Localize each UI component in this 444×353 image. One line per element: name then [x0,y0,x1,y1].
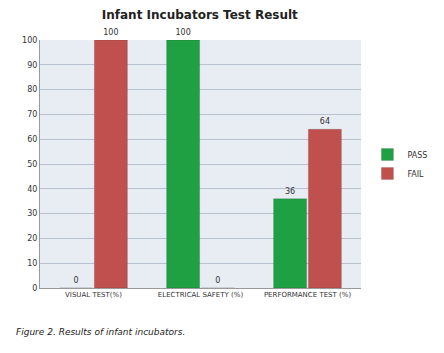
svg-text:Figure 2. Results of infant in: Figure 2. Results of infant incubators. [16,327,185,337]
svg-text:80: 80 [27,85,37,94]
svg-text:10: 10 [27,259,37,268]
svg-text:ELECTRICAL SAFETY (%): ELECTRICAL SAFETY (%) [158,291,244,299]
svg-text:20: 20 [27,234,37,243]
svg-text:100: 100 [175,28,190,37]
svg-text:0: 0 [74,276,79,285]
svg-text:30: 30 [27,209,37,218]
svg-text:50: 50 [27,160,37,169]
svg-text:36: 36 [285,187,295,196]
svg-text:0: 0 [32,284,37,293]
svg-text:0: 0 [215,276,220,285]
svg-text:PASS: PASS [407,151,427,160]
svg-text:40: 40 [27,185,37,194]
svg-text:100: 100 [103,28,118,37]
svg-text:90: 90 [27,61,37,70]
svg-text:PERFORMANCE TEST (%): PERFORMANCE TEST (%) [264,291,352,299]
svg-text:60: 60 [27,135,37,144]
svg-text:VISUAL TEST(%): VISUAL TEST(%) [65,291,122,299]
svg-text:FAIL: FAIL [407,170,424,179]
svg-text:70: 70 [27,110,37,119]
svg-text:Infant Incubators Test Result: Infant Incubators Test Result [102,8,298,22]
svg-text:100: 100 [22,36,37,45]
svg-text:64: 64 [320,117,330,126]
